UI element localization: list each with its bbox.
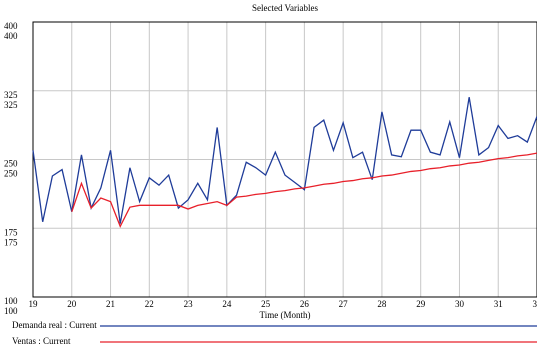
series-line: [32, 97, 537, 224]
y-tick-label: 325: [4, 90, 18, 100]
x-tick-label: 28: [377, 299, 387, 309]
chart-title: Selected Variables: [252, 3, 319, 13]
x-tick-label: 26: [300, 299, 310, 309]
x-axis-label: Time (Month): [260, 310, 311, 320]
plot-frame: [32, 21, 537, 298]
y2-tick-label: 100: [4, 306, 18, 316]
x-tick-label: 21: [106, 299, 115, 309]
x-tick-label: 32: [533, 299, 537, 309]
x-tick-label: 24: [222, 299, 232, 309]
y-tick-label: 175: [4, 227, 18, 237]
x-tick-label: 29: [416, 299, 426, 309]
x-tick-label: 23: [184, 299, 194, 309]
x-tick-label: 19: [29, 299, 39, 309]
y-tick-label: 100: [4, 296, 18, 306]
y-tick-label: 250: [4, 159, 18, 169]
y2-tick-label: 400: [4, 31, 18, 41]
legend-label: Demanda real : Current: [12, 320, 97, 330]
legend-label: Ventas : Current: [12, 336, 71, 346]
x-tick-label: 22: [145, 299, 154, 309]
y2-tick-label: 325: [4, 100, 18, 110]
x-tick-label: 27: [339, 299, 349, 309]
y2-tick-label: 250: [4, 169, 18, 179]
x-tick-label: 30: [455, 299, 465, 309]
y2-tick-label: 175: [4, 237, 18, 247]
x-tick-label: 20: [67, 299, 77, 309]
x-tick-label: 25: [261, 299, 271, 309]
x-tick-label: 31: [494, 299, 503, 309]
y-tick-label: 400: [4, 21, 18, 31]
series-line: [71, 152, 537, 229]
